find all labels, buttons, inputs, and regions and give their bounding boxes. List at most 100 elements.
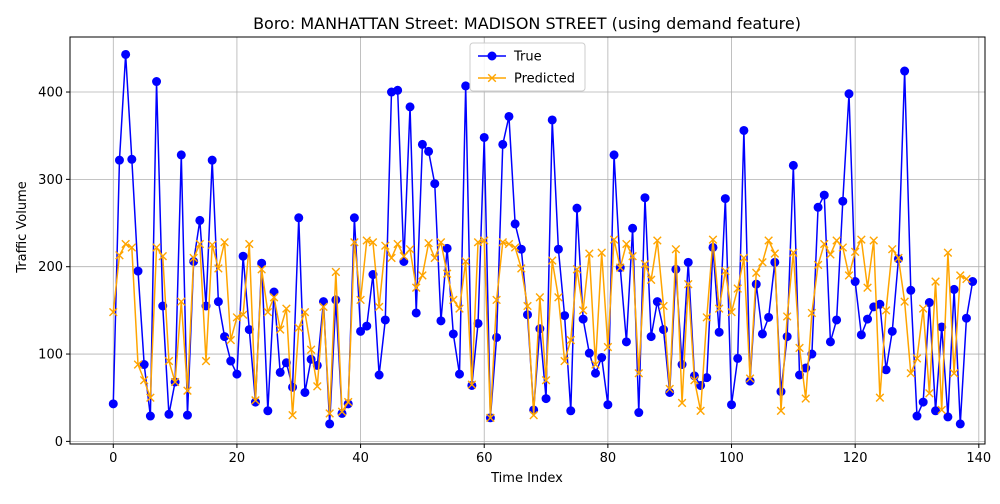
data-point	[628, 223, 638, 233]
data-point	[683, 279, 693, 289]
data-point	[739, 253, 749, 263]
data-point	[356, 326, 366, 336]
data-point	[665, 384, 674, 394]
data-point	[578, 314, 588, 324]
data-point	[405, 102, 415, 112]
data-point	[863, 314, 873, 324]
data-point	[417, 139, 427, 149]
data-point	[207, 240, 217, 250]
data-point	[758, 258, 767, 267]
data-point	[622, 239, 631, 249]
data-point	[949, 368, 959, 378]
y-axis-label: Traffic Volume	[15, 181, 30, 274]
data-point	[213, 297, 223, 307]
data-point	[510, 243, 520, 252]
data-point	[300, 387, 310, 397]
data-point	[825, 337, 835, 347]
data-point	[721, 266, 730, 276]
data-point	[399, 251, 409, 261]
data-point	[727, 307, 736, 317]
data-point	[931, 406, 941, 416]
axes: 0 20 40 60 80 100 120 140 0 100 200 300 400	[38, 86, 991, 466]
data-point	[634, 408, 644, 418]
data-point	[652, 297, 662, 307]
x-tick-label: 100	[719, 451, 744, 466]
data-point	[127, 243, 137, 252]
data-point	[362, 236, 372, 245]
data-point	[553, 244, 563, 254]
data-point	[362, 321, 372, 331]
data-point	[591, 368, 601, 378]
data-point	[894, 253, 903, 263]
data-point	[640, 259, 650, 269]
data-point	[121, 49, 131, 59]
data-point	[442, 243, 452, 253]
data-point	[498, 237, 508, 247]
data-point	[343, 397, 353, 407]
data-point	[751, 268, 761, 278]
data-point	[937, 405, 947, 415]
data-point	[535, 292, 545, 302]
data-point	[603, 342, 613, 352]
data-point	[288, 410, 297, 420]
data-point	[263, 406, 273, 416]
data-point	[461, 81, 471, 91]
data-point	[152, 243, 161, 252]
data-point	[152, 77, 162, 87]
data-point	[282, 304, 291, 313]
data-point	[702, 373, 712, 383]
data-point	[516, 244, 526, 254]
data-point	[455, 304, 464, 313]
data-point	[158, 251, 168, 261]
data-point	[770, 249, 780, 258]
data-point	[832, 236, 841, 245]
data-point	[226, 335, 236, 345]
data-point	[349, 213, 359, 223]
data-point	[108, 399, 118, 409]
data-point	[331, 295, 341, 305]
data-point	[263, 307, 273, 317]
data-point	[739, 125, 749, 135]
data-point	[368, 270, 378, 280]
data-point	[454, 369, 464, 379]
data-point	[560, 311, 570, 321]
data-point	[238, 310, 248, 320]
data-point	[881, 306, 891, 315]
data-point	[615, 263, 625, 272]
data-point	[961, 313, 971, 323]
data-point	[356, 295, 365, 305]
data-point	[690, 375, 699, 385]
y-tick-label: 400	[38, 86, 63, 101]
data-point	[220, 237, 229, 247]
data-point	[801, 394, 811, 403]
data-point	[609, 150, 619, 160]
data-point	[479, 132, 489, 142]
data-point	[727, 400, 737, 410]
legend-label: True	[513, 50, 542, 65]
data-point	[757, 329, 767, 339]
data-point	[195, 215, 205, 225]
grid	[70, 37, 985, 444]
data-point	[374, 302, 384, 312]
data-point	[436, 316, 446, 326]
data-point	[189, 253, 198, 263]
data-point	[226, 356, 236, 366]
data-point	[733, 353, 743, 363]
data-point	[943, 248, 953, 258]
data-point	[554, 292, 563, 302]
data-point	[325, 419, 335, 429]
data-point	[448, 329, 458, 339]
data-point	[795, 343, 804, 353]
data-point	[764, 312, 774, 322]
data-point	[374, 370, 384, 380]
data-point	[677, 398, 687, 408]
data-point	[813, 260, 823, 270]
data-point	[566, 406, 576, 416]
data-point	[931, 277, 940, 286]
data-point	[578, 306, 588, 315]
data-point	[164, 409, 174, 419]
data-point	[584, 348, 594, 358]
data-point	[269, 287, 279, 297]
data-point	[232, 313, 242, 322]
data-point	[442, 269, 452, 278]
